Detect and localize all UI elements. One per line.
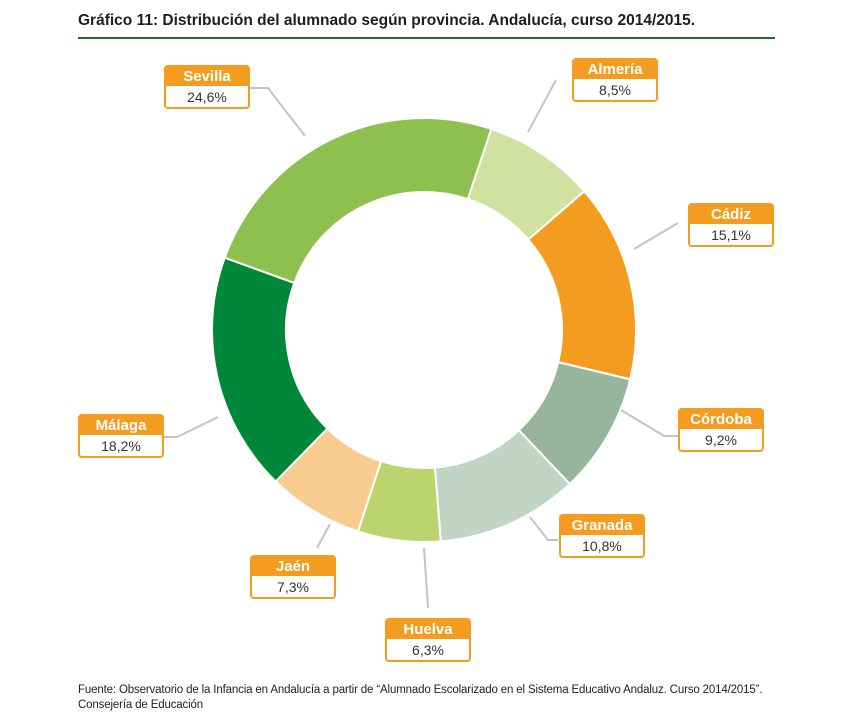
source-note: Fuente: Observatorio de la Infancia en A… <box>78 683 778 713</box>
leader-line-malaga <box>160 416 219 438</box>
leader-line-almeria <box>527 79 557 133</box>
label-name-almeria: Almería <box>587 61 643 78</box>
label-name-malaga: Málaga <box>96 417 148 434</box>
source-line-1: Fuente: Observatorio de la Infancia en A… <box>78 684 763 696</box>
label-value-granada: 10,8% <box>582 538 622 554</box>
source-line-2: Consejería de Educación <box>78 699 204 711</box>
title-underline <box>78 37 775 39</box>
label-value-jaen: 7,3% <box>277 579 309 595</box>
leader-line-sevilla <box>250 87 306 137</box>
label-value-malaga: 18,2% <box>101 438 141 454</box>
leader-line-cordoba <box>620 409 678 437</box>
label-name-granada: Granada <box>572 517 634 534</box>
label-box-malaga: Málaga 18,2% <box>78 414 164 458</box>
label-box-cordoba: Córdoba 9,2% <box>678 408 764 452</box>
leader-line-granada <box>529 516 558 541</box>
leader-line-jaen <box>316 523 331 549</box>
label-name-cadiz: Cádiz <box>711 206 751 223</box>
leader-line-huelva <box>423 547 429 609</box>
label-value-huelva: 6,3% <box>412 642 444 658</box>
label-name-sevilla: Sevilla <box>183 68 231 85</box>
label-box-huelva: Huelva 6,3% <box>385 618 471 662</box>
label-name-huelva: Huelva <box>403 621 453 638</box>
label-box-jaen: Jaén 7,3% <box>250 555 336 599</box>
leader-lines <box>160 79 679 609</box>
label-box-sevilla: Sevilla 24,6% <box>164 65 250 109</box>
label-value-sevilla: 24,6% <box>187 89 227 105</box>
label-value-almeria: 8,5% <box>599 82 631 98</box>
slice-labels: Almería 8,5% Cádiz 15,1% Córdoba 9,2% Granada 1… <box>78 58 774 662</box>
label-box-granada: Granada 10,8% <box>559 514 645 558</box>
label-box-almeria: Almería 8,5% <box>572 58 658 102</box>
chart-title: Gráfico 11: Distribución del alumnado se… <box>78 12 696 29</box>
label-value-cadiz: 15,1% <box>711 227 751 243</box>
donut-slices <box>211 117 637 543</box>
label-name-jaen: Jaén <box>276 558 310 575</box>
label-value-cordoba: 9,2% <box>705 432 737 448</box>
slice-sevilla <box>223 117 493 285</box>
label-name-cordoba: Córdoba <box>690 411 752 428</box>
label-box-cadiz: Cádiz 15,1% <box>688 203 774 247</box>
donut-chart: Almería 8,5% Cádiz 15,1% Córdoba 9,2% Granada 1… <box>78 58 774 662</box>
leader-line-cadiz <box>633 222 679 250</box>
